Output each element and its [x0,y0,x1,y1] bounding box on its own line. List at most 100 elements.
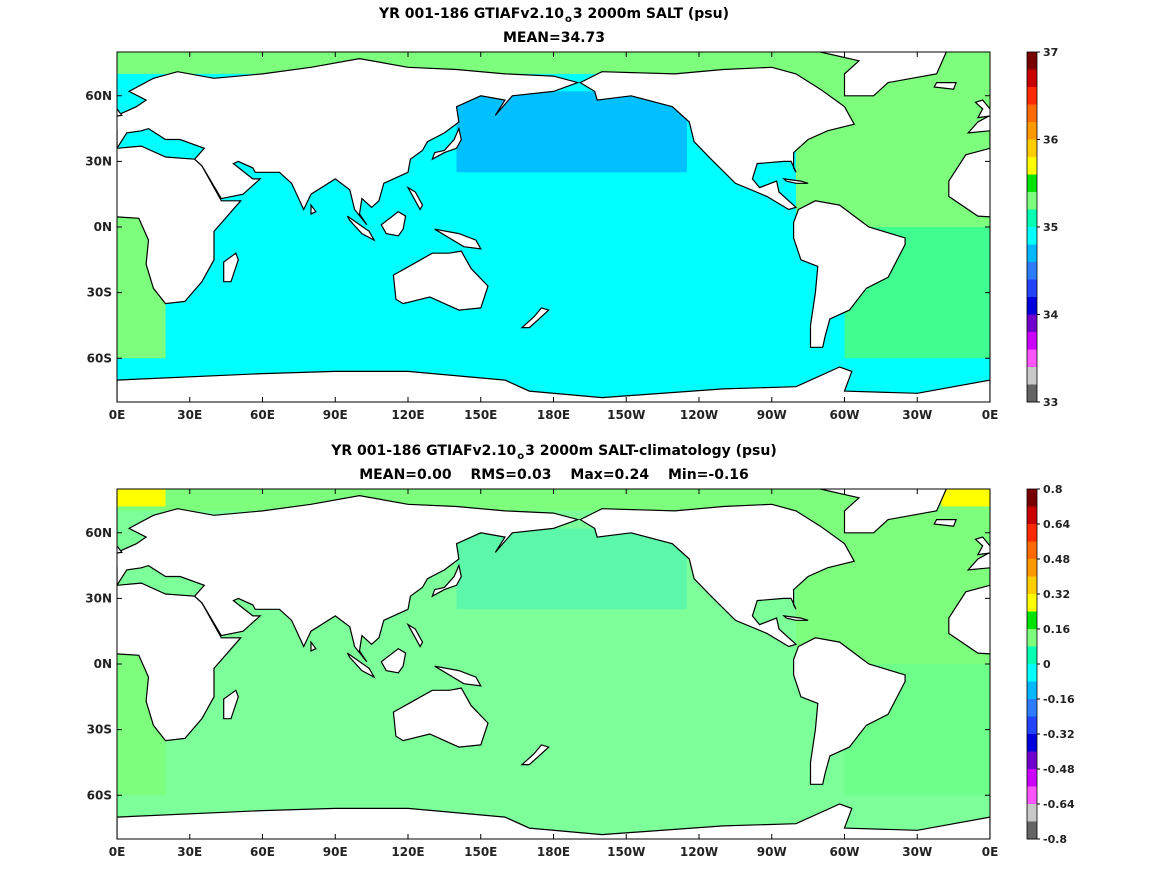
colorbar-segment [1027,209,1037,228]
colorbar-segment [1027,681,1037,700]
land-greenland [820,489,947,534]
land-borneo [380,647,407,674]
colorbar-segment [1027,192,1037,210]
colorbar-label: 33 [1043,396,1058,409]
lon-label: 30W [902,845,932,859]
land-n_america [578,66,856,211]
land-madagascar [223,252,239,283]
colorbar-segment [1027,751,1037,770]
land-greenland [820,52,947,97]
colorbar-segment [1027,122,1037,140]
colorbar-segment [1027,52,1037,70]
colorbar-segment [1027,104,1037,123]
bottom-stat-min: Min=-0.16 [667,467,749,483]
lat-label: 30N [85,591,112,605]
colorbar-label: 0.16 [1043,623,1070,636]
lat-label: 30N [85,154,112,168]
land-australia [392,687,489,748]
top-map-stats: MEAN=34.73 [0,30,1108,46]
colorbar-label: 0 [1043,658,1051,671]
colorbar-segment [1027,314,1037,333]
colorbar-segment [1027,139,1037,158]
colorbar-label: 0.64 [1043,518,1070,531]
land-sumatra [346,215,376,242]
colorbar-segment [1027,576,1037,595]
lon-label: 90E [323,408,348,422]
land-newguinea [434,665,482,687]
colorbar-segment [1027,489,1037,507]
colorbar-segment [1027,332,1037,350]
land-iceland [933,82,957,90]
land-borneo [380,210,407,237]
colorbar-segment [1027,769,1037,787]
land-madagascar [223,689,239,720]
colorbar-segment [1027,524,1037,542]
colorbar-label: 0.8 [1043,483,1063,496]
colorbar-segment [1027,594,1037,612]
land-newguinea [434,228,482,250]
colorbar-label: 35 [1043,221,1058,234]
north-pacific-field [456,528,687,610]
colorbar-segment [1027,279,1037,298]
land-srilanka [310,203,317,215]
colorbar-segment [1027,716,1037,735]
lon-label: 0E [109,845,126,859]
land-eurasia [117,57,580,226]
colorbar-segment [1027,227,1037,245]
lon-label: 90W [757,845,787,859]
lon-label: 0E [109,408,126,422]
land-cuba [782,178,809,184]
land-nz [520,307,550,329]
colorbar-label: -0.64 [1043,798,1075,811]
land-africa [948,584,990,655]
land-eurasia [966,114,990,151]
land-uk [117,544,123,554]
colorbar-segment [1027,646,1037,665]
lon-label: 0E [982,408,999,422]
colorbar-segment [1027,87,1037,105]
lon-label: 60E [250,408,275,422]
land-japan [431,126,462,161]
land-uk [117,107,123,117]
colorbar-segment [1027,821,1037,840]
land-antarctica [117,366,990,402]
land-srilanka [310,640,317,652]
land-philippines [406,622,424,648]
colorbar-segment [1027,699,1037,717]
colorbar-segment [1027,367,1037,385]
arctic-anomaly-east [941,489,990,507]
lon-label: 60E [250,845,275,859]
colorbar-label: -0.8 [1043,833,1067,846]
land-africa [117,145,243,305]
colorbar-segment [1027,786,1037,805]
map-plot-area [117,489,990,839]
colorbar-label: 37 [1043,46,1058,59]
lat-label: 30S [87,286,112,300]
bottom-map-title: YR 001-186 GTIAFv2.10o3 2000m SALT-clima… [331,443,777,462]
lon-label: 150W [607,845,645,859]
colorbar-label: 0.32 [1043,588,1070,601]
lat-label: 0N [94,220,112,234]
colorbar-segment [1027,629,1037,647]
colorbar-segment [1027,262,1037,280]
bottom-stat-rms: RMS=0.03 [470,467,552,483]
colorbar-segment [1027,506,1037,525]
colorbar-label: 0.48 [1043,553,1070,566]
lon-label: 30E [177,408,202,422]
lat-label: 60N [85,89,112,103]
bottom-map: 0E 30E 60E 90E 120E 150E 180E 150W 120W 90W 60W 30W… [85,483,1075,859]
lon-label: 0E [982,845,999,859]
bottom-stat-mean: MEAN=0.00 [359,467,452,483]
top-map-title: YR 001-186 GTIAFv2.10o3 2000m SALT (psu) [379,6,729,25]
colorbar-segment [1027,541,1037,560]
lon-label: 180E [537,408,570,422]
lon-label: 180E [537,845,570,859]
lat-label: 0N [94,657,112,671]
north-pacific-field [456,91,687,173]
colorbar-segment [1027,174,1037,193]
colorbar-segment [1027,157,1037,175]
land-australia [392,250,489,311]
lon-label: 30W [902,408,932,422]
lat-label: 60S [87,351,112,365]
